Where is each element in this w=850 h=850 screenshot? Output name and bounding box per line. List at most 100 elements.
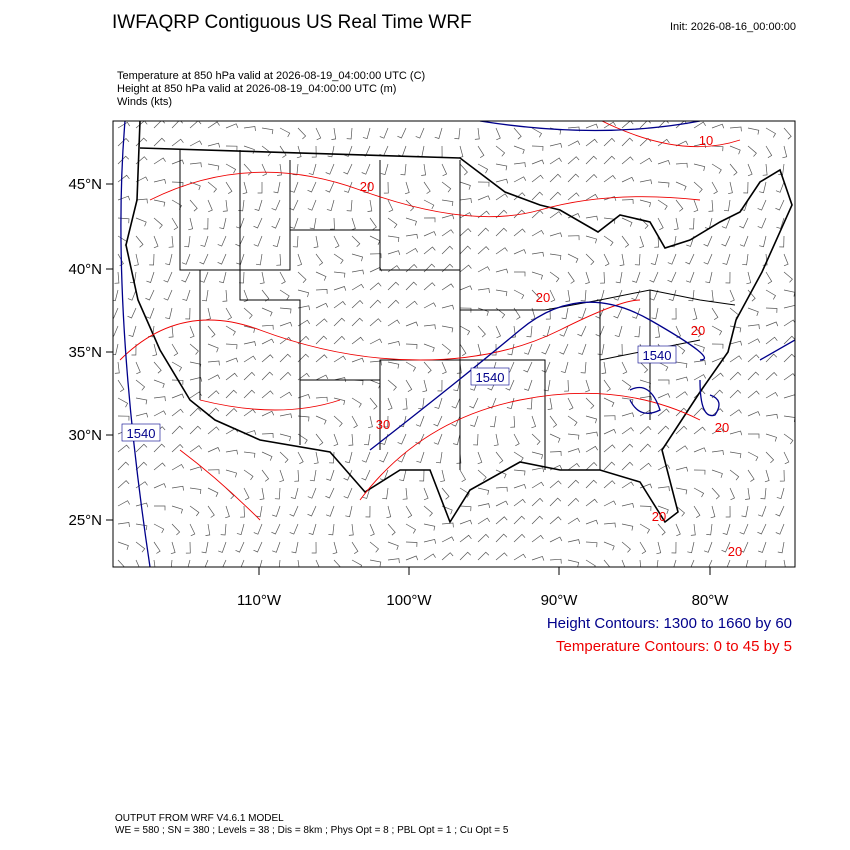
wind-barb xyxy=(549,173,562,183)
wind-barb xyxy=(505,379,515,391)
wind-barb xyxy=(783,373,795,381)
wind-barb xyxy=(369,299,382,309)
wind-barb xyxy=(487,397,497,409)
wind-barb xyxy=(779,235,785,248)
wind-barb xyxy=(405,248,419,255)
wind-barb xyxy=(621,137,634,147)
wind-barb xyxy=(765,392,779,399)
wind-barb xyxy=(387,217,398,229)
wind-barb xyxy=(369,338,383,345)
wind-barb xyxy=(405,343,418,349)
wind-barb xyxy=(603,480,616,489)
wind-barb xyxy=(171,138,184,147)
wind-barb xyxy=(729,145,741,155)
wind-barb xyxy=(721,217,731,229)
wind-barb xyxy=(567,433,580,440)
wind-barb xyxy=(757,199,767,211)
wind-barb xyxy=(153,541,161,554)
wind-barb xyxy=(567,479,580,489)
wind-barb xyxy=(239,271,245,284)
wind-barb xyxy=(783,433,794,445)
wind-barb xyxy=(459,181,471,190)
wind-barb xyxy=(297,559,300,567)
wind-barb xyxy=(567,539,581,544)
wind-barb xyxy=(207,426,220,435)
wind-barb xyxy=(135,397,148,405)
wind-barb xyxy=(289,199,299,211)
wind-barb xyxy=(639,559,642,567)
wind-barb xyxy=(189,361,202,369)
wind-barb xyxy=(759,181,767,194)
wind-barb xyxy=(459,212,473,219)
wind-barb xyxy=(135,481,148,489)
wind-barb xyxy=(549,289,556,303)
wind-barb xyxy=(783,451,790,465)
wind-barb xyxy=(207,121,220,129)
wind-barb xyxy=(189,505,200,517)
wind-barb xyxy=(207,360,220,366)
wind-barb xyxy=(189,523,196,537)
wind-barb xyxy=(513,515,526,525)
wind-barb xyxy=(783,319,795,327)
wind-barb xyxy=(453,433,461,446)
wind-barb xyxy=(171,464,185,471)
wind-barb xyxy=(365,505,371,518)
wind-barb xyxy=(423,523,436,531)
wind-barb xyxy=(171,425,184,435)
wind-barb xyxy=(477,451,483,465)
wind-barb xyxy=(423,199,435,210)
wind-barb xyxy=(261,433,274,438)
wind-barb xyxy=(531,497,544,507)
wind-barb xyxy=(419,469,425,482)
wind-barb xyxy=(168,235,174,248)
wind-barb xyxy=(135,235,144,248)
wind-barb xyxy=(547,397,553,410)
wind-barb xyxy=(135,559,140,567)
wind-barb xyxy=(549,211,562,219)
wind-barb xyxy=(621,199,634,204)
wind-barb xyxy=(549,480,562,489)
wind-barb xyxy=(152,343,158,357)
wind-barb xyxy=(117,541,129,550)
lat-label: 25°N xyxy=(68,512,102,529)
wind-barb xyxy=(495,145,506,157)
wind-barb xyxy=(405,555,419,561)
wind-barb xyxy=(513,433,520,447)
wind-barb xyxy=(603,522,616,528)
wind-barb xyxy=(315,559,320,567)
wind-barb xyxy=(261,354,274,363)
wind-barb xyxy=(171,361,182,372)
wind-barb xyxy=(279,433,292,442)
wind-barb xyxy=(219,271,227,284)
wind-barb xyxy=(477,469,487,481)
wind-barb xyxy=(435,451,443,464)
wind-barb xyxy=(441,263,454,273)
wind-barb xyxy=(261,324,274,330)
wind-barb xyxy=(153,217,163,229)
wind-barb xyxy=(459,343,467,356)
wind-barb xyxy=(369,559,382,567)
wind-barb xyxy=(153,361,162,374)
temperature-contour-label: 20 xyxy=(715,420,729,435)
wind-barb xyxy=(489,415,497,428)
wind-barb xyxy=(477,551,490,561)
wind-barb xyxy=(621,361,628,375)
wind-barb xyxy=(117,138,130,147)
wind-barb xyxy=(441,325,454,333)
wind-barb xyxy=(657,361,669,372)
wind-barb xyxy=(189,162,202,168)
wind-barb xyxy=(351,235,361,248)
wind-barb xyxy=(657,425,670,435)
wind-barb xyxy=(621,176,635,183)
field-label: Temperature at 850 hPa valid at 2026-08-… xyxy=(117,70,425,82)
wind-barb xyxy=(272,505,281,517)
wind-barb xyxy=(657,408,670,417)
wind-barb xyxy=(418,397,425,410)
wind-barb xyxy=(225,357,239,363)
wind-barb xyxy=(243,469,254,481)
wind-barb xyxy=(441,229,454,237)
wind-barb xyxy=(402,397,408,410)
wind-barb xyxy=(783,353,795,363)
wind-barb xyxy=(113,307,119,319)
temperature-contour-label: 10 xyxy=(699,133,713,148)
